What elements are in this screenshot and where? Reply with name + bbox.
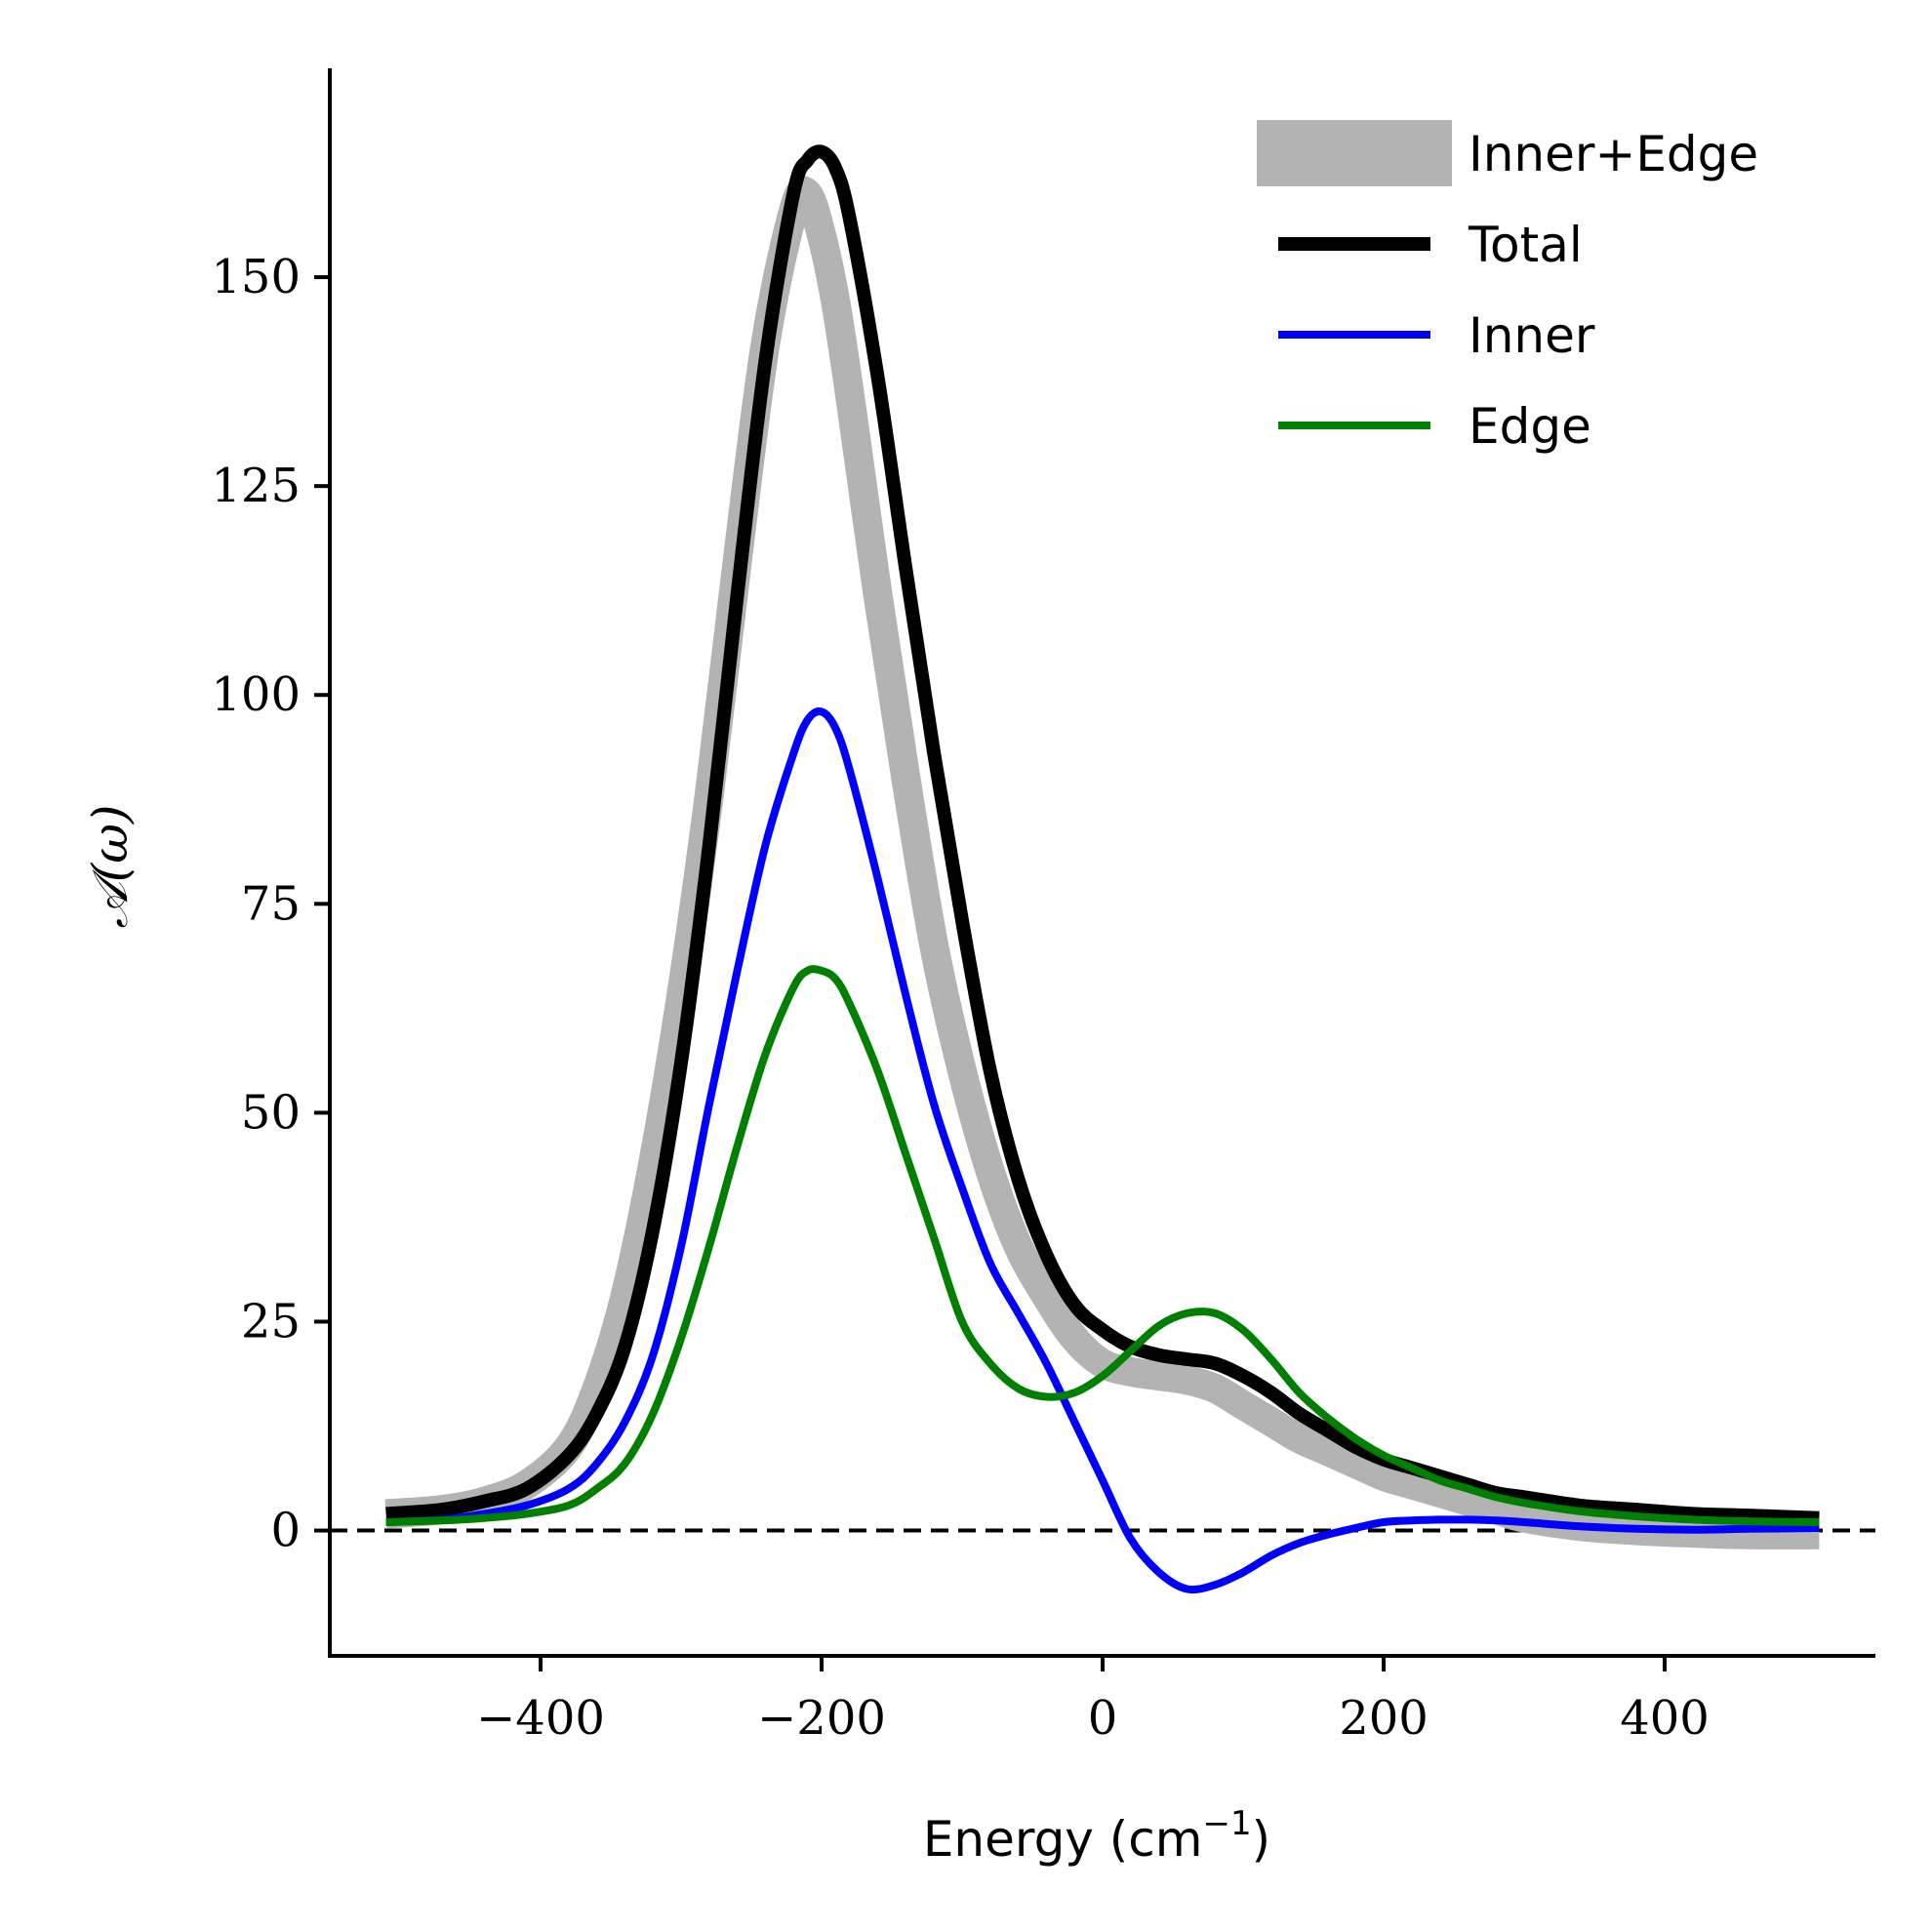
y-tick-label: 100 [211, 667, 301, 722]
legend-label-total: Total [1468, 217, 1583, 273]
x-tick-label: 400 [1620, 1691, 1710, 1746]
y-tick-label: 0 [270, 1504, 301, 1558]
series-layer [384, 144, 1820, 1594]
axes-layer [328, 68, 1875, 1658]
legend-label-edge: Edge [1469, 398, 1591, 455]
legend-label-inner-edge: Inner+Edge [1469, 126, 1758, 182]
series-line-inner [385, 707, 1820, 1594]
x-tick-label: −400 [476, 1691, 605, 1746]
x-tick-label: −200 [757, 1691, 886, 1746]
series-line-inner-edge [384, 176, 1820, 1550]
legend-label-inner: Inner [1469, 307, 1595, 364]
series-line-edge [385, 965, 1820, 1526]
y-axis-label: 𝒜(ω) [82, 804, 139, 928]
y-tick-label: 75 [241, 876, 301, 931]
legend: Inner+Edge Total Inner Edge [1257, 120, 1758, 455]
y-tick-label: 150 [211, 250, 301, 304]
x-tick-label: 0 [1088, 1691, 1118, 1746]
y-tick-label: 25 [241, 1294, 301, 1348]
ticks-layer: −400 −200 0 200 400 0 25 50 75 100 125 150 [211, 250, 1709, 1746]
x-axis-label: Energy (cm−1) [923, 1804, 1270, 1868]
x-tick-label: 200 [1339, 1691, 1429, 1746]
series-line-total [385, 144, 1820, 1525]
y-tick-label: 125 [211, 459, 301, 513]
y-tick-label: 50 [241, 1085, 301, 1140]
